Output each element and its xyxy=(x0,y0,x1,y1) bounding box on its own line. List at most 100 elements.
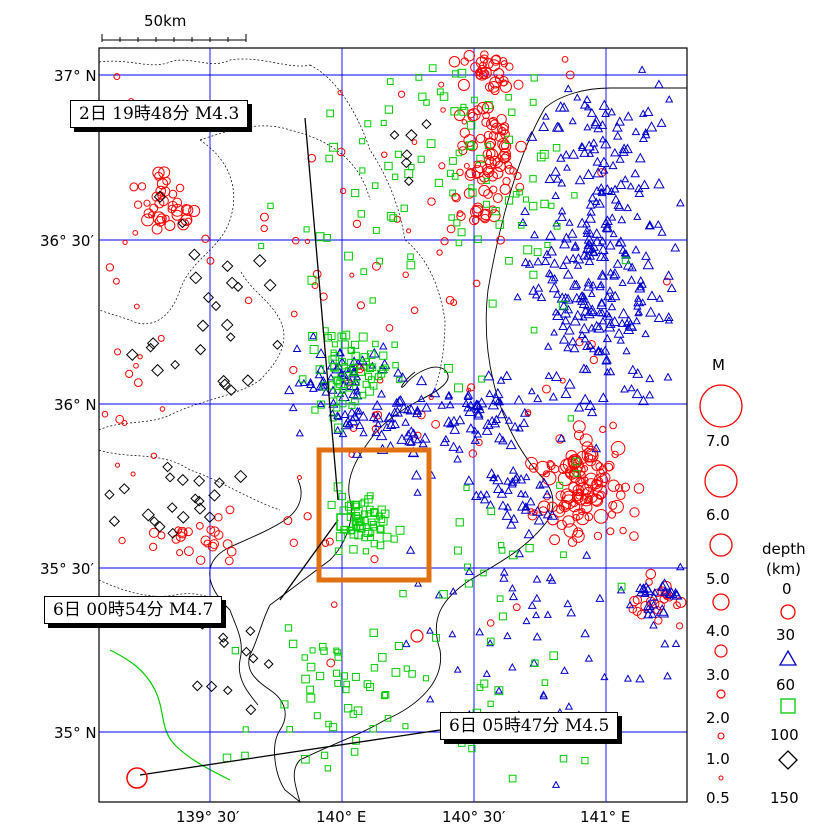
epicenter-marker xyxy=(149,516,160,527)
epicenter-marker xyxy=(480,50,489,59)
epicenter-marker xyxy=(365,510,373,517)
epicenter-marker xyxy=(362,548,369,555)
epicenter-marker xyxy=(515,182,525,192)
epicenter-marker xyxy=(541,112,550,120)
epicenter-marker xyxy=(601,221,613,232)
epicenter-marker xyxy=(573,261,583,269)
epicenter-marker xyxy=(338,492,346,501)
epicenter-marker xyxy=(170,359,180,370)
epicenter-marker xyxy=(457,228,466,237)
epicenter-marker xyxy=(355,420,365,430)
epicenter-marker xyxy=(406,228,412,234)
epicenter-marker xyxy=(200,535,211,546)
epicenter-marker xyxy=(205,680,218,693)
epicenter-marker xyxy=(527,600,537,609)
epicenter-marker xyxy=(604,311,614,320)
epicenter-marker xyxy=(321,387,331,396)
epicenter-marker xyxy=(625,600,635,609)
epicenter-marker xyxy=(177,526,188,537)
epicenter-marker xyxy=(593,322,605,333)
epicenter-marker xyxy=(326,658,336,668)
epicenter-marker xyxy=(563,599,573,608)
epicenter-marker xyxy=(372,411,384,423)
epicenter-marker xyxy=(301,754,310,764)
epicenter-marker xyxy=(348,375,357,384)
epicenter-marker xyxy=(622,346,631,355)
epicenter-marker xyxy=(445,420,455,428)
epicenter-marker xyxy=(222,539,233,550)
legend-mag-4: 4.0 xyxy=(706,622,730,640)
epicenter-marker xyxy=(466,109,476,119)
epicenter-marker xyxy=(446,224,456,234)
epicenter-marker xyxy=(559,261,568,269)
epicenter-marker xyxy=(496,375,506,384)
epicenter-marker xyxy=(483,370,495,381)
epicenter-marker xyxy=(193,474,206,487)
epicenter-marker xyxy=(343,680,350,688)
epicenter-marker xyxy=(653,178,665,189)
epicenter-marker xyxy=(470,435,480,444)
epicenter-marker xyxy=(309,647,316,654)
epicenter-marker xyxy=(587,192,598,202)
epicenter-marker xyxy=(496,408,508,419)
epicenter-marker xyxy=(561,56,569,63)
scale-bar: 50km xyxy=(101,12,247,42)
epicenter-marker xyxy=(391,397,402,407)
epicenter-marker xyxy=(565,70,575,80)
epicenter-marker xyxy=(340,672,348,680)
epicenter-marker xyxy=(351,188,360,198)
epicenter-marker xyxy=(675,562,685,571)
epicenter-marker xyxy=(463,563,472,571)
epicenter-marker xyxy=(562,268,574,279)
epicenter-marker xyxy=(418,92,427,101)
prefecture-borders xyxy=(98,58,446,611)
epicenter-marker xyxy=(529,98,537,106)
epicenter-marker xyxy=(151,363,165,377)
epicenter-marker xyxy=(523,196,530,203)
epicenter-marker xyxy=(486,468,498,479)
epicenter-marker xyxy=(552,144,561,152)
epicenter-marker xyxy=(417,155,425,163)
epicenter-marker xyxy=(369,725,377,733)
epicenter-marker xyxy=(553,222,561,230)
epicenter-marker xyxy=(157,334,165,342)
epicenter-marker xyxy=(629,507,640,518)
epicenter-marker xyxy=(453,219,461,227)
epicenter-marker xyxy=(601,184,613,195)
epicenter-marker xyxy=(208,489,221,502)
epicenter-marker xyxy=(289,365,298,375)
epicenter-marker xyxy=(320,381,330,391)
epicenter-marker xyxy=(575,511,590,526)
epicenter-marker xyxy=(386,78,394,85)
epicenter-marker xyxy=(488,299,497,308)
epicenter-marker xyxy=(449,587,458,595)
epicenter-marker xyxy=(544,371,553,379)
epicenter-marker xyxy=(232,281,244,292)
epicenter-marker xyxy=(580,334,590,343)
epicenter-marker xyxy=(583,140,595,151)
epicenter-marker xyxy=(671,639,681,648)
epicenter-marker xyxy=(493,396,504,406)
epicenter-marker xyxy=(655,294,664,302)
epicenter-marker xyxy=(390,535,398,543)
epicenter-marker xyxy=(562,293,574,304)
epicenter-marker xyxy=(499,153,510,164)
epicenter-marker xyxy=(443,363,453,373)
epicenter-marker xyxy=(303,226,310,233)
epicenter-marker xyxy=(573,470,580,477)
epicenter-marker xyxy=(556,433,566,442)
epicenter-marker xyxy=(326,109,335,118)
epicenter-marker xyxy=(426,694,435,703)
epicenter-marker xyxy=(468,449,477,458)
epicenter-marker xyxy=(539,691,549,700)
epicenter-marker xyxy=(482,669,491,677)
epicenter-marker xyxy=(291,236,300,245)
epicenter-marker xyxy=(463,390,474,399)
epicenter-marker xyxy=(164,472,176,483)
epicenter-marker xyxy=(504,135,514,144)
epicenter-marker xyxy=(549,258,560,268)
epicenter-marker xyxy=(113,73,121,81)
epicenter-marker xyxy=(646,290,658,300)
epicenter-marker xyxy=(515,474,527,484)
epicenter-marker xyxy=(371,411,379,418)
